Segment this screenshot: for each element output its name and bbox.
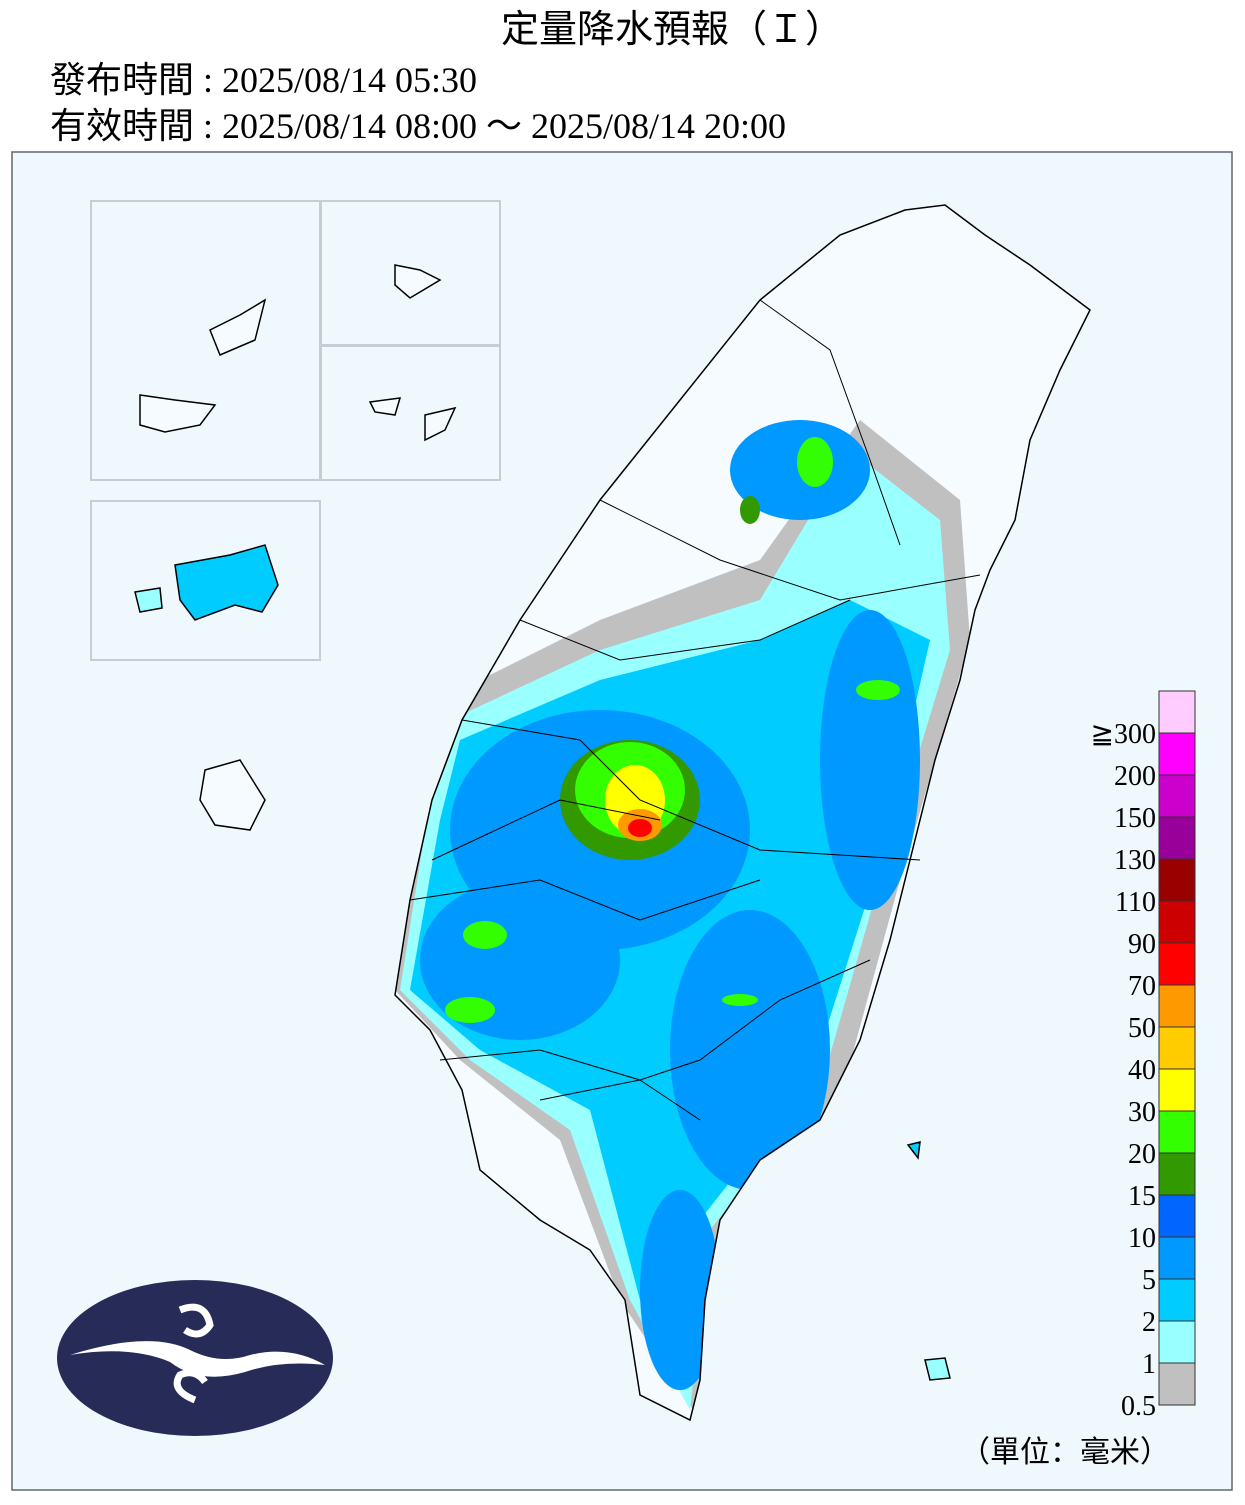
legend-swatch (1158, 816, 1196, 860)
legend-label: 50 (1128, 1013, 1156, 1044)
legend-swatch (1158, 942, 1196, 986)
unit-label: （單位：毫米） (960, 1436, 1170, 1469)
title: 定量降水預報（Ｉ） (501, 9, 843, 51)
legend-swatch (1158, 1278, 1196, 1322)
legend-label: 20 (1128, 1139, 1156, 1170)
legend-label: 0.5 (1121, 1391, 1156, 1422)
issue-time: 發布時間 : 2025/08/14 05:30 (50, 60, 477, 100)
legend-label: 110 (1115, 887, 1156, 918)
islands (134, 264, 951, 1381)
county-borders (409, 299, 981, 1121)
legend-swatch (1158, 1320, 1196, 1364)
legend-label: 90 (1128, 929, 1156, 960)
legend-swatch (1158, 1152, 1196, 1196)
legend-swatch (1158, 1026, 1196, 1070)
logo (57, 1280, 333, 1436)
legend-label: ≧300 (1091, 719, 1156, 750)
legend-label: 10 (1128, 1223, 1156, 1254)
legend-swatch (1158, 690, 1196, 734)
legend-swatch (1158, 1236, 1196, 1280)
legend-label: 200 (1114, 761, 1156, 792)
legend-swatch (1158, 984, 1196, 1028)
legend-label: 1 (1142, 1349, 1156, 1380)
legend-swatch (1158, 858, 1196, 902)
legend-swatch (1158, 732, 1196, 776)
insets (90, 200, 501, 661)
legend-swatch (1158, 1194, 1196, 1238)
legend-label: 30 (1128, 1097, 1156, 1128)
legend-swatch (1158, 1110, 1196, 1154)
legend-label: 70 (1128, 971, 1156, 1002)
legend-swatch (1158, 774, 1196, 818)
rain-areas (395, 420, 970, 1420)
legend-label: 150 (1114, 803, 1156, 834)
legend-swatch (1158, 1362, 1196, 1406)
legend-swatch (1158, 1068, 1196, 1112)
valid-time: 有效時間 : 2025/08/14 08:00 ～ 2025/08/14 20:… (50, 106, 786, 146)
legend: 0.5 1 2 5 10 15 20 30 40 50 70 90 110 130 150 200 ≧300 (1091, 690, 1196, 1422)
legend-label: 40 (1128, 1055, 1156, 1086)
legend-label: 130 (1114, 845, 1156, 876)
legend-label: 15 (1128, 1181, 1156, 1212)
legend-label: 5 (1142, 1265, 1156, 1296)
legend-swatch (1158, 900, 1196, 944)
legend-label: 2 (1142, 1307, 1156, 1338)
